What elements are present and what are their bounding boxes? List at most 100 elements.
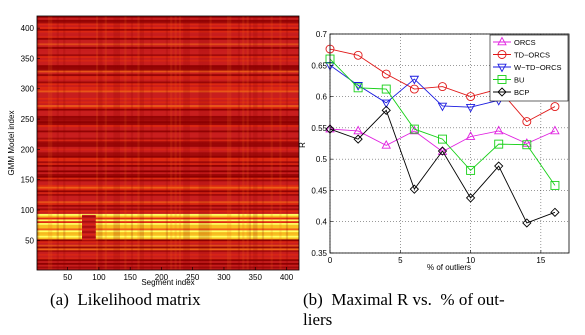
heatmap-row xyxy=(37,135,299,138)
heatmap-row xyxy=(37,37,299,40)
heatmap-row xyxy=(37,244,299,247)
heatmap-column xyxy=(139,16,142,270)
heatmap-column xyxy=(141,16,144,270)
heatmap-row xyxy=(37,184,299,187)
heatmap-row xyxy=(37,126,299,129)
heatmap-row xyxy=(37,59,299,62)
heatmap-row xyxy=(37,99,299,102)
series-point xyxy=(522,218,532,228)
heatmap-row xyxy=(37,202,299,205)
heatmap-row xyxy=(37,168,299,171)
heatmap-row xyxy=(37,64,299,67)
heatmap-row xyxy=(37,132,299,135)
heatmap-column xyxy=(205,16,208,270)
line-x-ticks: 0 5 10 15 xyxy=(328,250,546,265)
heatmap-row xyxy=(37,219,299,222)
heatmap-row xyxy=(37,104,299,107)
heatmap-y-ticks: 50 100 150 200 250 300 350 400 xyxy=(21,24,40,245)
heatmap-row xyxy=(37,262,299,265)
heatmap-row xyxy=(37,221,299,224)
heatmap-x-tick-label: 50 xyxy=(63,273,72,282)
heatmap-column xyxy=(285,16,289,270)
heatmap-column xyxy=(165,16,168,270)
line-y-tick-label: 0.35 xyxy=(311,249,327,258)
heatmap-row xyxy=(37,191,299,194)
heatmap-column xyxy=(78,16,81,270)
line-y-tick-label: 0.4 xyxy=(316,218,328,227)
heatmap-row xyxy=(37,195,299,198)
heatmap-row xyxy=(37,148,299,151)
heatmap-column xyxy=(100,16,103,270)
heatmap-gap-stripe xyxy=(82,223,96,226)
heatmap-row xyxy=(37,268,299,271)
series-point xyxy=(522,138,532,147)
heatmap-y-tick-label: 250 xyxy=(21,115,35,124)
heatmap-column xyxy=(113,16,116,270)
likelihood-heatmap-panel: 50 100 150 200 250 300 350 400 50 100 150 200 250 30… xyxy=(7,15,300,287)
heatmap-row xyxy=(37,144,299,147)
heatmap-row xyxy=(37,213,299,216)
heatmap-row xyxy=(37,79,299,82)
legend-marker xyxy=(497,63,507,73)
heatmap-row xyxy=(37,172,299,175)
series-point xyxy=(409,124,419,134)
series-point xyxy=(381,69,391,79)
heatmap-row xyxy=(37,208,299,211)
heatmap-row xyxy=(37,88,299,91)
heatmap-row xyxy=(37,237,299,240)
heatmap-row xyxy=(37,211,299,214)
heatmap-row xyxy=(37,113,299,116)
heatmap-column xyxy=(178,16,182,270)
heatmap-row xyxy=(37,166,299,169)
heatmap-row xyxy=(37,16,299,19)
heatmap-row xyxy=(37,161,299,164)
line-x-tick-label: 10 xyxy=(466,256,475,265)
heatmap-row xyxy=(37,32,299,35)
heatmap-row xyxy=(37,204,299,207)
heatmap-row xyxy=(37,28,299,31)
heatmap-row xyxy=(37,190,299,193)
heatmap-x-tick-label: 400 xyxy=(280,273,294,282)
heatmap-x-tick-label: 350 xyxy=(249,273,263,282)
heatmap-gap-stripe xyxy=(82,228,96,231)
heatmap-row xyxy=(37,164,299,167)
heatmap-row xyxy=(37,26,299,29)
heatmap-row xyxy=(37,83,299,86)
heatmap-row xyxy=(37,119,299,122)
heatmap-row xyxy=(37,21,299,24)
heatmap-row xyxy=(37,259,299,262)
heatmap-row xyxy=(37,95,299,98)
heatmap-column xyxy=(150,16,153,270)
heatmap-row xyxy=(37,137,299,140)
heatmap-row xyxy=(37,121,299,124)
series-point xyxy=(353,134,363,144)
heatmap-row xyxy=(37,90,299,93)
heatmap-row xyxy=(37,246,299,249)
series-point xyxy=(381,99,391,109)
line-x-tick-label: 5 xyxy=(398,256,403,265)
outlier-line-chart-panel: 0 5 10 15 0.35 0.4 0.45 0.5 0.55 0.6 0.65 0.7 % of… xyxy=(298,30,570,272)
heatmap-row xyxy=(37,103,299,106)
legend-marker xyxy=(497,36,507,46)
series-point xyxy=(466,165,476,175)
heatmap-row xyxy=(37,81,299,84)
heatmap-column xyxy=(279,16,282,270)
heatmap-row xyxy=(37,128,299,131)
heatmap-row xyxy=(37,110,299,113)
heatmap-column xyxy=(248,16,251,270)
heatmap-column xyxy=(202,16,206,270)
heatmap-row xyxy=(37,226,299,229)
series-point xyxy=(550,207,560,217)
series-point xyxy=(353,125,363,135)
heatmap-row xyxy=(37,106,299,109)
heatmap-column xyxy=(229,16,232,270)
heatmap-row xyxy=(37,17,299,20)
heatmap-row xyxy=(37,264,299,267)
heatmap-column xyxy=(255,16,258,270)
heatmap-row xyxy=(37,150,299,153)
heatmap-x-label: Segment index xyxy=(141,278,194,287)
heatmap-column xyxy=(98,16,101,270)
heatmap-row xyxy=(37,253,299,256)
heatmap-column xyxy=(253,16,256,270)
